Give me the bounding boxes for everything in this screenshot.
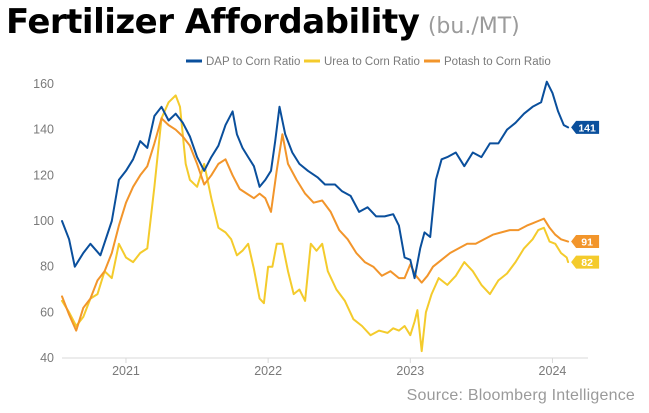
- end-label-value-1: 82: [581, 257, 593, 269]
- end-label-tag-1: [571, 255, 600, 269]
- y-tick-label: 140: [33, 123, 54, 137]
- end-labels: 141 82 91: [571, 120, 600, 269]
- y-tick-label: 60: [40, 305, 54, 319]
- x-axis: 2021 2022 2023 2024: [62, 357, 588, 378]
- y-tick-label: 160: [33, 77, 54, 91]
- end-label-tag-0: [571, 120, 600, 134]
- x-tick-label: 2021: [112, 364, 140, 378]
- end-label-tag-2: [571, 235, 600, 249]
- chart-subtitle: (bu./MT): [427, 14, 520, 39]
- end-label-value-2: 91: [581, 237, 593, 249]
- source-note: Source: Bloomberg Intelligence: [406, 387, 635, 404]
- series-line-1: [61, 94, 570, 353]
- y-tick-label: 100: [33, 214, 54, 228]
- legend-label-0: DAP to Corn Ratio: [206, 56, 300, 68]
- legend-label-1: Urea to Corn Ratio: [324, 56, 420, 68]
- plot-area: [61, 80, 570, 353]
- y-axis: 40 60 80 100 120 140 160: [33, 77, 54, 365]
- x-tick-label: 2023: [396, 364, 424, 378]
- x-tick-label: 2022: [254, 364, 282, 378]
- x-tick-label: 2024: [539, 364, 567, 378]
- legend-label-2: Potash to Corn Ratio: [444, 56, 551, 68]
- series-line-2: [61, 117, 570, 332]
- end-label-value-0: 141: [578, 122, 596, 134]
- chart-title: Fertilizer Affordability: [6, 2, 420, 42]
- title-row: Fertilizer Affordability (bu./MT): [6, 2, 520, 42]
- y-tick-label: 40: [40, 351, 54, 365]
- y-tick-label: 120: [33, 168, 54, 182]
- y-tick-label: 80: [40, 260, 54, 274]
- legend: DAP to Corn Ratio Urea to Corn Ratio Potas…: [186, 56, 551, 68]
- series-line-0: [61, 80, 570, 280]
